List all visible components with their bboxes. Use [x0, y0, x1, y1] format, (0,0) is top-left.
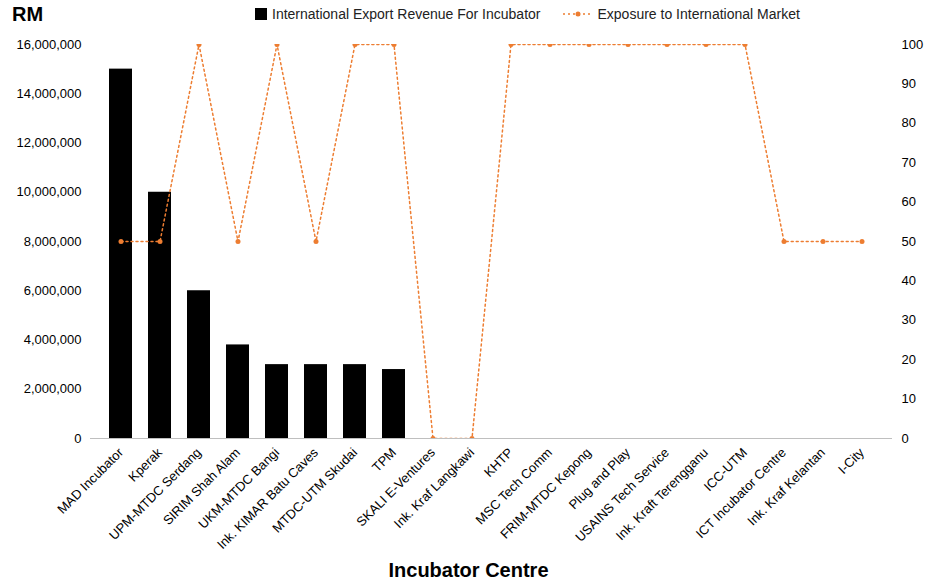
svg-text:MAD Incubator: MAD Incubator [54, 444, 126, 516]
html-text:Exposure to International Mark: Exposure to International Market [597, 6, 800, 22]
svg-text:TPM: TPM [369, 445, 399, 475]
svg-text:0: 0 [902, 431, 909, 446]
svg-text:30: 30 [902, 312, 916, 327]
svg-text:UKM-MTDC Bangi: UKM-MTDC Bangi [195, 444, 283, 532]
svg-text:Ink. KIMAR Batu Caves: Ink. KIMAR Batu Caves [213, 444, 322, 552]
svg-text:MTDC-UTM Skudai: MTDC-UTM Skudai [269, 445, 360, 536]
svg-text:ICT Incubator Centre: ICT Incubator Centre [692, 444, 790, 542]
svg-text:MSC Tech Comm: MSC Tech Comm [472, 444, 556, 528]
svg-text:90: 90 [902, 76, 916, 91]
svg-text:FRIM-MTDC Kepong: FRIM-MTDC Kepong [497, 444, 595, 542]
svg-text:ICC-UTM: ICC-UTM [700, 444, 751, 495]
svg-text:KHTP: KHTP [481, 445, 516, 480]
svg-text:4,000,000: 4,000,000 [24, 332, 82, 347]
svg-text:Ink. Kraf Kelantan: Ink. Kraf Kelantan [744, 445, 828, 529]
svg-text:SIRIM Shah Alam: SIRIM Shah Alam [159, 444, 244, 528]
svg-text:60: 60 [902, 194, 916, 209]
svg-text:40: 40 [902, 273, 916, 288]
svg-text:14,000,000: 14,000,000 [16, 86, 81, 101]
svg-text:8,000,000: 8,000,000 [24, 234, 82, 249]
svg-text:100: 100 [902, 37, 924, 52]
svg-text:10: 10 [902, 391, 916, 406]
svg-text:SKALI E-Ventures: SKALI E-Ventures [353, 444, 439, 530]
svg-text:12,000,000: 12,000,000 [16, 135, 81, 150]
html-text:Incubator Centre: Incubator Centre [388, 559, 549, 581]
svg-text:2,000,000: 2,000,000 [24, 381, 82, 396]
svg-text:Plug and Play: Plug and Play [565, 444, 634, 513]
svg-text:UPM-MTDC Serdang: UPM-MTDC Serdang [106, 444, 205, 543]
html-text:RM: RM [12, 3, 44, 25]
svg-text:16,000,000: 16,000,000 [16, 37, 81, 52]
svg-text:20: 20 [902, 352, 916, 367]
svg-text:70: 70 [902, 155, 916, 170]
svg-text:6,000,000: 6,000,000 [24, 283, 82, 298]
svg-text:USAINS Tech Service: USAINS Tech Service [572, 444, 673, 545]
svg-text:I-City: I-City [835, 444, 867, 476]
html-text:International Export Revenue F: International Export Revenue For Incubat… [272, 6, 541, 22]
svg-text:50: 50 [902, 234, 916, 249]
svg-text:0: 0 [74, 431, 81, 446]
svg-text:Ink. Kraf Langkawi: Ink. Kraf Langkawi [391, 445, 477, 531]
svg-text:Ink. Kraft Terengganu: Ink. Kraft Terengganu [612, 444, 712, 544]
svg-text:80: 80 [902, 115, 916, 130]
svg-text:Kperak: Kperak [125, 444, 166, 485]
svg-text:10,000,000: 10,000,000 [16, 184, 81, 199]
